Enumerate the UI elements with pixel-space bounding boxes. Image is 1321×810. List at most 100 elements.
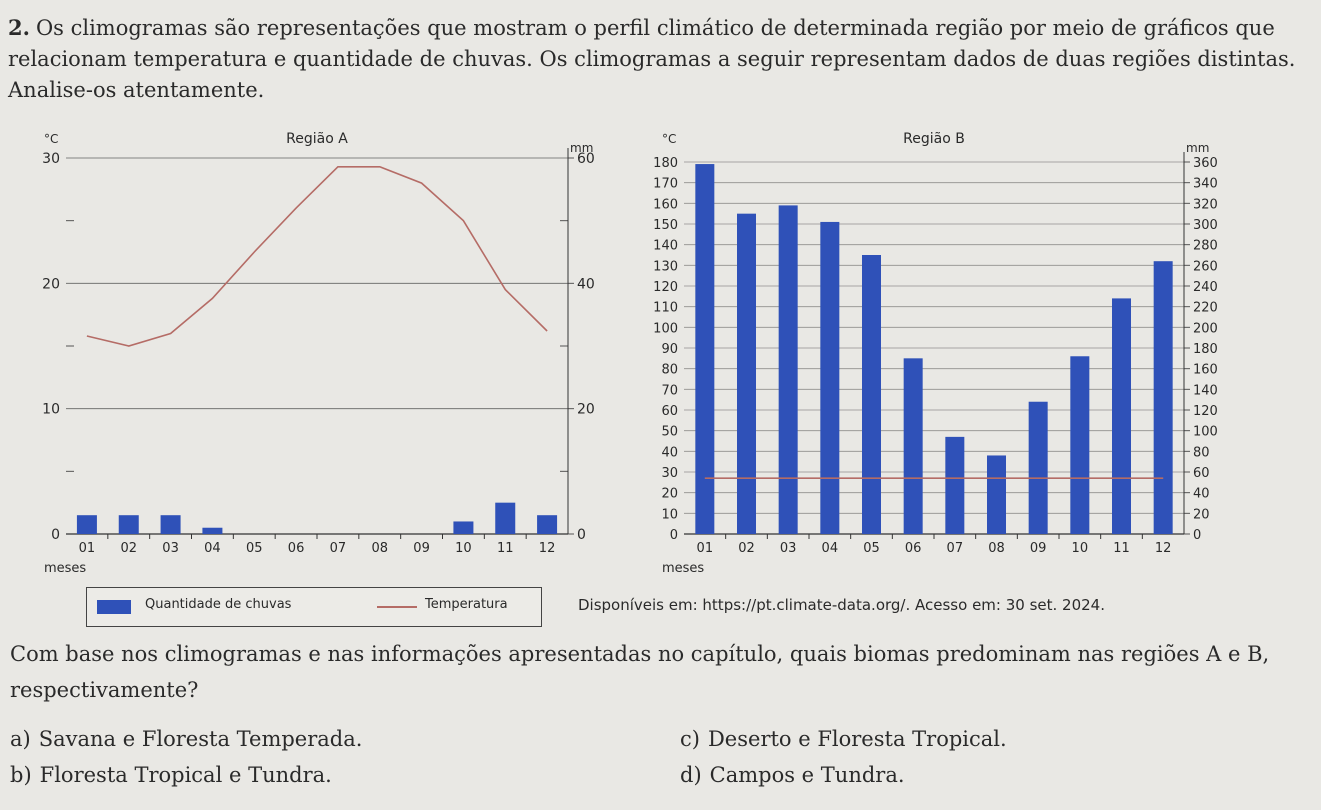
month-label-regi-o-a: 10 [455,541,472,556]
month-label-regi-o-b: 12 [1155,541,1172,556]
month-label-regi-o-b: 07 [947,541,964,556]
option-b-text: Floresta Tropical e Tundra. [39,763,332,787]
source-note: Disponíveis em: https://pt.climate-data.… [578,596,1105,614]
right-tick-label-regi-o-b: 0 [1193,528,1201,543]
right-tick-label-regi-o-b: 240 [1193,280,1218,295]
option-c-text: Deserto e Floresta Tropical. [707,727,1007,751]
option-a-letter: a) [10,727,31,751]
right-tick-label-regi-o-b: 140 [1193,383,1218,398]
left-tick-label-regi-o-a: 30 [42,151,60,167]
right-tick-label-regi-o-b: 280 [1193,239,1218,254]
x-axis-label-regi-o-b: meses [662,561,704,576]
left-tick-label-regi-o-a: 20 [42,276,60,292]
left-tick-label-regi-o-b: 80 [661,363,678,378]
month-label-regi-o-b: 08 [988,541,1005,556]
question-intro-text: Os climogramas são representações que mo… [8,16,1296,102]
right-tick-label-regi-o-b: 80 [1193,445,1210,460]
right-tick-label-regi-o-b: 340 [1193,177,1218,192]
question-prompt: Com base nos climogramas e nas informaçõ… [10,642,1270,702]
legend-temperature-label: Temperatura [425,597,508,612]
option-a-text: Savana e Floresta Temperada. [38,727,363,751]
month-label-regi-o-a: 06 [288,541,305,556]
rain-bar-regi-o-a [495,502,516,534]
rain-bar-regi-o-b [820,221,840,534]
option-d[interactable]: d) Campos e Tundra. [680,763,905,787]
month-label-regi-o-a: 02 [120,541,137,556]
left-tick-label-regi-o-b: 180 [653,156,678,171]
rain-bar-regi-o-b [1028,401,1048,534]
climogram-region-a: Região A °C mm 0 10 20 30 0 20 40 60 01 02 03 04 05 06 07… [42,131,595,576]
chart-title-regi-o-b: Região B [903,131,965,147]
month-label-regi-o-b: 05 [863,541,880,556]
left-tick-label-regi-o-b: 100 [653,321,678,336]
rain-bar-regi-o-b [737,213,756,534]
rain-bar-regi-o-a [453,521,474,534]
right-tick-label-regi-o-b: 300 [1193,218,1218,233]
rain-bar-regi-o-a [76,515,97,534]
question-number: 2. [8,15,30,40]
left-tick-label-regi-o-a: 0 [51,527,60,543]
month-label-regi-o-b: 11 [1113,541,1130,556]
left-tick-label-regi-o-b: 30 [661,466,678,481]
rain-bar-regi-o-b [903,358,923,534]
month-label-regi-o-b: 09 [1030,541,1047,556]
option-b-letter: b) [10,763,32,787]
rain-bar-regi-o-b [987,455,1006,534]
left-tick-label-regi-o-b: 20 [661,487,678,502]
month-label-regi-o-a: 04 [204,541,221,556]
rain-bar-regi-o-a [537,515,558,534]
rain-bar-regi-o-b [1153,261,1173,534]
right-tick-label-regi-o-a: 20 [577,402,595,418]
left-tick-label-regi-o-b: 60 [661,404,678,419]
chart-legend: Quantidade de chuvas Temperatura [86,587,542,627]
month-label-regi-o-b: 10 [1072,541,1089,556]
month-label-regi-o-b: 02 [738,541,755,556]
right-tick-label-regi-o-b: 320 [1193,197,1218,212]
left-tick-label-regi-o-b: 110 [653,301,678,316]
right-tick-label-regi-o-b: 20 [1193,507,1210,522]
option-a[interactable]: a) Savana e Floresta Temperada. [10,727,362,751]
option-d-letter: d) [680,763,702,787]
option-c[interactable]: c) Deserto e Floresta Tropical. [680,727,1007,751]
month-label-regi-o-b: 04 [822,541,839,556]
left-tick-label-regi-o-b: 150 [653,218,678,233]
x-axis-label-regi-o-a: meses [44,561,86,576]
month-label-regi-o-a: 11 [497,541,514,556]
right-tick-label-regi-o-b: 360 [1193,156,1218,171]
question-intro: 2. Os climogramas são representações que … [8,12,1298,106]
rain-bar-regi-o-b [778,205,798,534]
left-tick-label-regi-o-b: 0 [670,528,678,543]
right-tick-label-regi-o-b: 160 [1193,363,1218,378]
climogram-region-b: Região B°Cmm0102030405060708090100110120… [653,131,1218,576]
right-tick-label-regi-o-b: 40 [1193,487,1210,502]
right-tick-label-regi-o-a: 60 [577,151,595,167]
left-axis-unit-regi-o-b: °C [662,132,676,146]
legend-temperature-swatch [377,606,417,608]
right-tick-label-regi-o-b: 60 [1193,466,1210,481]
right-tick-label-regi-o-b: 260 [1193,259,1218,274]
month-label-regi-o-a: 03 [162,541,179,556]
month-label-regi-o-b: 03 [780,541,797,556]
rain-bar-regi-o-a [202,527,223,534]
option-d-text: Campos e Tundra. [709,763,905,787]
left-tick-label-regi-o-b: 160 [653,197,678,212]
month-label-regi-o-a: 07 [330,541,347,556]
right-tick-label-regi-o-b: 200 [1193,321,1218,336]
month-label-regi-o-a: 12 [539,541,556,556]
legend-rain-label: Quantidade de chuvas [145,597,292,612]
option-c-letter: c) [680,727,700,751]
right-axis-unit-regi-o-b: mm [1186,141,1209,155]
month-label-regi-o-a: 01 [79,541,96,556]
left-axis-unit-regi-o-a: °C [44,132,58,146]
rain-bar-regi-o-a [160,515,181,534]
month-label-regi-o-a: 05 [246,541,263,556]
rain-bar-regi-o-b [1070,356,1090,534]
right-tick-label-regi-o-b: 100 [1193,425,1218,440]
rain-bar-regi-o-b [945,436,965,534]
option-b[interactable]: b) Floresta Tropical e Tundra. [10,763,332,787]
left-tick-label-regi-o-b: 40 [661,445,678,460]
rain-bar-regi-o-a [118,515,139,534]
left-tick-label-regi-o-b: 10 [661,507,678,522]
left-tick-label-regi-o-b: 90 [661,342,678,357]
month-label-regi-o-b: 06 [905,541,922,556]
